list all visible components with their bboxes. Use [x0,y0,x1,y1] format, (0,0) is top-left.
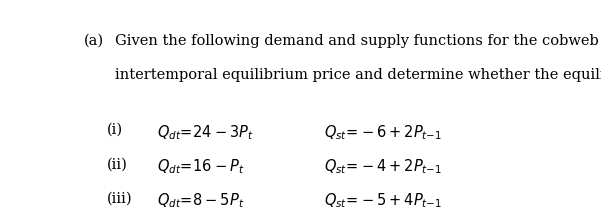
Text: intertemporal equilibrium price and determine whether the equilibrium is stable.: intertemporal equilibrium price and dete… [115,68,601,82]
Text: (ii): (ii) [107,157,127,171]
Text: (iii): (iii) [107,192,132,206]
Text: $Q_{st}\!=\!-4+2P_{t\mathrm{-1}}$: $Q_{st}\!=\!-4+2P_{t\mathrm{-1}}$ [325,157,442,176]
Text: $Q_{dt}\!=\!8-5P_t$: $Q_{dt}\!=\!8-5P_t$ [157,192,244,210]
Text: $Q_{st}\!=\!-6+2P_{t\mathrm{-1}}$: $Q_{st}\!=\!-6+2P_{t\mathrm{-1}}$ [325,123,442,142]
Text: $Q_{dt}\!=\!16-P_t$: $Q_{dt}\!=\!16-P_t$ [157,157,244,176]
Text: $Q_{dt}\!=\!24-3P_t$: $Q_{dt}\!=\!24-3P_t$ [157,123,254,142]
Text: $Q_{st}\!=\!-5+4P_{t\mathrm{-1}}$: $Q_{st}\!=\!-5+4P_{t\mathrm{-1}}$ [325,192,442,210]
Text: Given the following demand and supply functions for the cobweb model, find the: Given the following demand and supply fu… [115,34,601,48]
Text: (a): (a) [84,34,103,48]
Text: (i): (i) [107,123,123,137]
